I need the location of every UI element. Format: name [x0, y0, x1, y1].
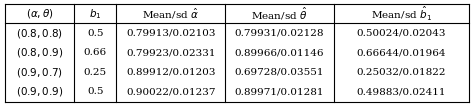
Text: $(0.8,0.9)$: $(0.8,0.9)$ — [16, 46, 64, 59]
Text: 0.79923/0.02331: 0.79923/0.02331 — [126, 48, 216, 57]
Text: 0.90022/0.01237: 0.90022/0.01237 — [126, 87, 216, 96]
Text: 0.89971/0.01281: 0.89971/0.01281 — [235, 87, 324, 96]
Text: $(0.8,0.8)$: $(0.8,0.8)$ — [16, 27, 63, 40]
Text: Mean/sd $\hat{b}_1$: Mean/sd $\hat{b}_1$ — [371, 5, 432, 23]
Text: 0.25: 0.25 — [83, 68, 107, 77]
Text: 0.69728/0.03551: 0.69728/0.03551 — [235, 68, 324, 77]
Text: 0.5: 0.5 — [87, 87, 103, 96]
Text: Mean/sd $\hat{\alpha}$: Mean/sd $\hat{\alpha}$ — [142, 7, 200, 21]
Text: 0.89912/0.01203: 0.89912/0.01203 — [126, 68, 216, 77]
Text: 0.5: 0.5 — [87, 29, 103, 38]
Text: 0.25032/0.01822: 0.25032/0.01822 — [356, 68, 446, 77]
Text: $(0.9,0.9)$: $(0.9,0.9)$ — [16, 85, 64, 98]
Text: Mean/sd $\hat{\theta}$: Mean/sd $\hat{\theta}$ — [251, 6, 308, 22]
Text: 0.66: 0.66 — [83, 48, 107, 57]
Text: 0.79931/0.02128: 0.79931/0.02128 — [235, 29, 324, 38]
Text: $(\alpha, \theta)$: $(\alpha, \theta)$ — [26, 7, 54, 20]
Text: 0.49883/0.02411: 0.49883/0.02411 — [356, 87, 446, 96]
Text: 0.50024/0.02043: 0.50024/0.02043 — [356, 29, 446, 38]
Text: 0.89966/0.01146: 0.89966/0.01146 — [235, 48, 324, 57]
Text: $(0.9,0.7)$: $(0.9,0.7)$ — [16, 66, 63, 79]
Text: $b_1$: $b_1$ — [89, 7, 101, 21]
Text: 0.66644/0.01964: 0.66644/0.01964 — [356, 48, 446, 57]
Text: 0.79913/0.02103: 0.79913/0.02103 — [126, 29, 216, 38]
